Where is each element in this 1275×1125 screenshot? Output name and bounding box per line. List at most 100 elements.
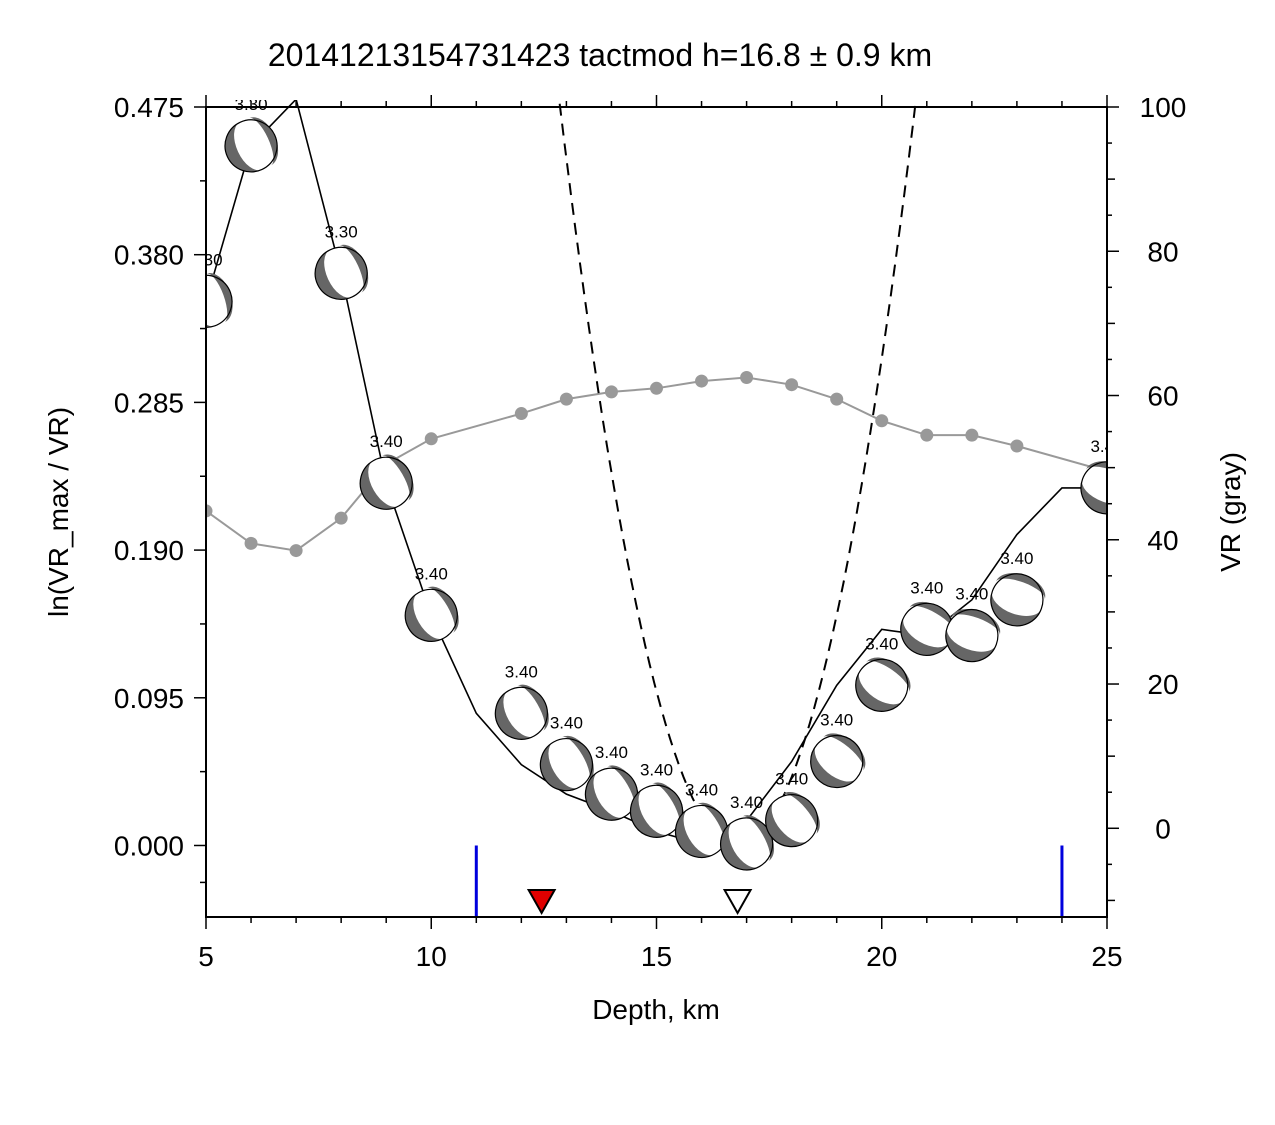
mw-label: 3.40: [550, 714, 583, 733]
beachball-outline: [945, 608, 999, 663]
vr-point: [965, 428, 979, 442]
beachball-compression-right: [865, 657, 911, 693]
beachball-outline: [404, 588, 458, 642]
beachball-compression-left: [585, 771, 625, 821]
y-left-tick-label: 0.475: [114, 92, 184, 123]
focal-mechanism-beachball: [584, 765, 639, 821]
x-tick-label: 10: [416, 941, 447, 972]
beachball-outline: [855, 658, 909, 712]
mw-label: 3.40: [415, 564, 448, 583]
y-left-tick-label: 0.285: [114, 387, 184, 418]
mw-label: 3.40: [910, 578, 943, 597]
focal-mechanism-beachball: [539, 735, 594, 792]
beachball-outline: [990, 573, 1044, 627]
beachball-compression-left: [360, 460, 400, 510]
vr-point: [206, 504, 213, 518]
focal-mechanism-beachball: [224, 117, 279, 173]
mw-label: 3.40: [370, 432, 403, 451]
focal-mechanism-beachball: [359, 454, 414, 510]
beachball-compression-left: [810, 744, 857, 788]
beachball-compression-left: [945, 626, 997, 662]
mw-label: 3.30: [325, 222, 358, 241]
x-tick-label: 5: [198, 941, 214, 972]
beachball-outline: [674, 804, 729, 859]
beachball-outline: [1080, 461, 1107, 515]
beachball-compression-left: [1081, 479, 1107, 514]
mw-label: 3.40: [505, 662, 538, 681]
y-right-tick-label: 40: [1147, 525, 1178, 556]
y-right-axis-label: VR (gray): [1215, 452, 1246, 572]
vr-point: [920, 428, 934, 442]
focal-mechanism-beachball: [945, 608, 1001, 663]
x-tick-label: 25: [1091, 941, 1122, 972]
vr-point: [514, 407, 528, 421]
focal-mechanism-beachball: [494, 684, 549, 740]
vr-point: [559, 392, 573, 406]
mw-label: 3.30: [189, 250, 222, 269]
focal-mechanism-beachball: [765, 791, 820, 848]
y-right-tick-label: 100: [1140, 92, 1187, 123]
plot-frame: [205, 106, 1108, 918]
focal-mechanism-beachball: [674, 802, 729, 859]
focal-mechanism-beachball: [629, 782, 684, 838]
beachball-outline: [206, 274, 233, 328]
focal-mechanism-beachball: [990, 573, 1046, 627]
beachball-compression-left: [900, 616, 950, 656]
beachball-outline: [539, 738, 594, 792]
mw-label: 3.40: [595, 743, 628, 762]
x-tick-label: 20: [866, 941, 897, 972]
vr-point: [1010, 439, 1024, 453]
focal-mechanism-beachball: [314, 244, 369, 300]
beachball-compression-left: [855, 670, 904, 712]
y-left-tick-label: 0.095: [114, 683, 184, 714]
beachball-compression-left: [630, 788, 670, 838]
focal-mechanism-beachball: [404, 586, 459, 642]
beachball-compression-left: [765, 800, 809, 847]
vr-point: [650, 381, 663, 395]
chart-title: 20141213154731423 tactmod h=16.8 ± 0.9 k…: [268, 37, 932, 73]
focal-mechanism-beachball: [855, 657, 911, 712]
mw-label: 3.40: [775, 770, 808, 789]
beachball-outline: [584, 767, 639, 821]
mw-label: 3.40: [1090, 437, 1123, 456]
y-left-tick-label: 0.380: [114, 240, 184, 271]
beachball-outline: [224, 119, 278, 173]
beachball-compression-left: [990, 590, 1042, 626]
beachball-compression-right: [822, 733, 866, 771]
vr-point: [334, 511, 348, 525]
beachball-outline: [629, 784, 684, 838]
beachball-compression-left: [225, 122, 263, 172]
vr-point: [604, 385, 618, 399]
beachball-compression-left: [495, 690, 535, 740]
mw-label: 3.40: [1000, 549, 1033, 568]
mw-label: 3.40: [955, 585, 988, 604]
vr-point: [830, 392, 844, 406]
red-depth-marker: [526, 889, 557, 916]
y-left-tick-label: 0.000: [114, 830, 184, 861]
beachball-compression-left: [540, 742, 580, 791]
vr-point: [289, 544, 303, 558]
y-right-tick-label: 60: [1147, 381, 1178, 412]
vr-point: [244, 536, 258, 550]
vr-point: [785, 378, 799, 392]
vr-point: [424, 432, 438, 446]
mw-label: 3.40: [865, 634, 898, 653]
misfit-series-line: [206, 100, 1107, 845]
mw-label: 3.40: [640, 760, 673, 779]
x-tick-label: 15: [641, 941, 672, 972]
beachball-outline: [765, 794, 819, 848]
beachball-outline: [810, 734, 864, 789]
y-right-tick-label: 0: [1155, 813, 1171, 844]
beachball-background: [206, 275, 232, 328]
beachball-outline: [314, 246, 368, 300]
beachball-outline: [494, 686, 548, 740]
y-left-axis-label: ln(VR_max / VR): [43, 407, 74, 617]
beachball-compression-left: [405, 592, 445, 642]
best-depth-marker: [722, 889, 753, 916]
beachball-outline: [359, 456, 413, 510]
beachball-compression-right: [782, 791, 820, 835]
mw-label: 3.40: [685, 780, 718, 799]
vr-point: [875, 414, 889, 428]
vr-point: [695, 374, 709, 388]
focal-mechanism-beachball: [810, 733, 866, 789]
